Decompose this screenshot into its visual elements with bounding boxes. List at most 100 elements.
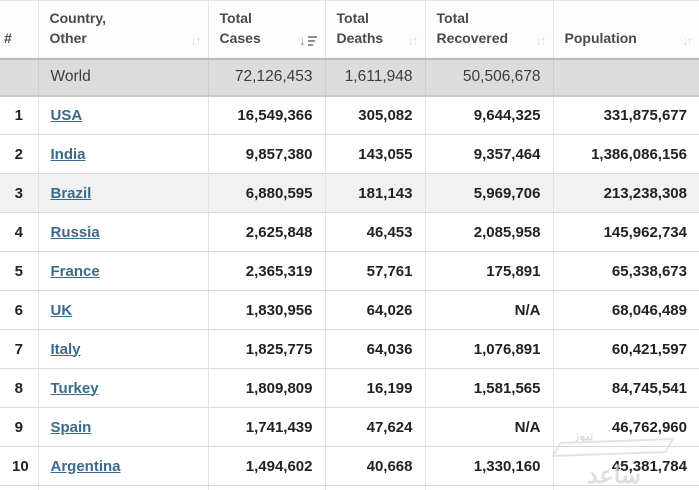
column-header-label: Total Deaths	[336, 9, 384, 47]
column-header-label: Total Recovered	[436, 9, 509, 47]
sort-icon-recovered[interactable]: ↓↑	[535, 32, 547, 48]
table-row-uk: 6 UK 1,830,956 64,026 N/A 68,046,489	[0, 290, 699, 330]
recovered-cell: N/A	[424, 407, 553, 447]
country-link-france[interactable]: France	[50, 262, 100, 280]
population-cell: 145,962,734	[552, 212, 699, 252]
sort-icon-population[interactable]: ↓↑	[682, 32, 693, 48]
column-header-country[interactable]: Country, Other ↓↑	[37, 0, 208, 60]
population-cell: 84,745,541	[552, 368, 699, 408]
country-cell: India	[37, 134, 208, 174]
rank-cell: 10	[0, 446, 38, 486]
rank-cell: 8	[0, 368, 38, 408]
recovered-cell: 1,076,891	[424, 329, 553, 369]
header-row: # Country, Other ↓↑ Total Cases ↓ Total Deaths ↓↑…	[0, 0, 699, 60]
country-link-spain[interactable]: Spain	[50, 418, 92, 436]
rank-cell: 1	[0, 95, 38, 135]
deaths-cell: 64,026	[324, 290, 425, 330]
country-link-turkey[interactable]: Turkey	[50, 379, 99, 397]
country-cell: Turkey	[37, 368, 208, 408]
recovered-cell: 2,085,958	[424, 212, 553, 252]
recovered-cell: N/A	[424, 290, 553, 330]
population-cell: 68,046,489	[552, 290, 699, 330]
partial-cell	[0, 485, 38, 490]
population-cell: 213,238,308	[552, 173, 699, 213]
column-header-label: #	[4, 30, 12, 47]
column-header-cases[interactable]: Total Cases ↓	[207, 0, 325, 60]
table-row-france: 5 France 2,365,319 57,761 175,891 65,338,673	[0, 251, 699, 291]
country-link-uk[interactable]: UK	[50, 301, 73, 319]
world-rank-cell	[0, 58, 38, 97]
country-cell: Russia	[37, 212, 208, 252]
table-row-italy: 7 Italy 1,825,775 64,036 1,076,891 60,421,597	[0, 329, 699, 369]
recovered-cell: 9,357,464	[424, 134, 553, 174]
country-link-italy[interactable]: Italy	[50, 340, 81, 358]
world-deaths-cell: 1,611,948	[324, 58, 425, 97]
world-cases-cell: 72,126,453	[207, 58, 325, 97]
country-cell: USA	[37, 95, 208, 135]
population-cell: 331,875,677	[552, 95, 699, 135]
deaths-cell: 57,761	[324, 251, 425, 291]
cases-cell: 2,365,319	[207, 251, 325, 291]
country-link-india[interactable]: India	[50, 145, 86, 163]
partial-cell	[552, 485, 699, 490]
country-cell: Spain	[37, 407, 208, 447]
world-population-cell	[552, 58, 699, 97]
column-header-recovered[interactable]: Total Recovered ↓↑	[424, 0, 553, 60]
recovered-cell: 1,330,160	[424, 446, 553, 486]
cases-cell: 1,741,439	[207, 407, 325, 447]
country-cell: Italy	[37, 329, 208, 369]
deaths-cell: 47,624	[324, 407, 425, 447]
country-cell: UK	[37, 290, 208, 330]
partial-cell	[207, 485, 325, 490]
population-cell: 65,338,673	[552, 251, 699, 291]
cases-cell: 16,549,366	[207, 95, 325, 135]
rank-cell: 2	[0, 134, 38, 174]
world-recovered-cell: 50,506,678	[424, 58, 553, 97]
world-totals-row: World 72,126,453 1,611,948 50,506,678	[0, 58, 699, 97]
table-row-usa: 1 USA 16,549,366 305,082 9,644,325 331,875,67…	[0, 95, 699, 135]
deaths-cell: 16,199	[324, 368, 425, 408]
column-header-label: Population	[564, 30, 637, 47]
column-header-label: Total Cases	[219, 9, 261, 47]
deaths-cell: 305,082	[324, 95, 425, 135]
country-link-brazil[interactable]: Brazil	[50, 184, 92, 202]
recovered-cell: 9,644,325	[424, 95, 553, 135]
world-label: World	[37, 58, 208, 97]
sort-icon-deaths[interactable]: ↓↑	[407, 32, 419, 48]
country-link-argentina[interactable]: Argentina	[50, 457, 121, 475]
country-link-usa[interactable]: USA	[50, 106, 83, 124]
column-header-rank: #	[0, 0, 38, 60]
country-cell: Brazil	[37, 173, 208, 213]
partial-next-row	[0, 485, 699, 490]
column-header-population[interactable]: Population ↓↑	[552, 0, 699, 60]
population-cell: 60,421,597	[552, 329, 699, 369]
deaths-cell: 181,143	[324, 173, 425, 213]
table-row-argentina: 10 Argentina 1,494,602 40,668 1,330,160 45,38…	[0, 446, 699, 486]
table-row-russia: 4 Russia 2,625,848 46,453 2,085,958 145,962,7…	[0, 212, 699, 252]
country-link-russia[interactable]: Russia	[50, 223, 100, 241]
sort-icon-country[interactable]: ↓↑	[190, 32, 202, 48]
cases-cell: 1,494,602	[207, 446, 325, 486]
country-cell: France	[37, 251, 208, 291]
recovered-cell: 5,969,706	[424, 173, 553, 213]
rank-cell: 9	[0, 407, 38, 447]
cases-cell: 1,825,775	[207, 329, 325, 369]
sort-icon-cases[interactable]: ↓	[299, 34, 317, 49]
deaths-cell: 40,668	[324, 446, 425, 486]
cases-cell: 6,880,595	[207, 173, 325, 213]
cases-cell: 1,809,809	[207, 368, 325, 408]
population-cell: 1,386,086,156	[552, 134, 699, 174]
deaths-cell: 46,453	[324, 212, 425, 252]
cases-cell: 2,625,848	[207, 212, 325, 252]
column-header-deaths[interactable]: Total Deaths ↓↑	[324, 0, 425, 60]
rank-cell: 6	[0, 290, 38, 330]
column-header-label: Country, Other	[49, 9, 107, 47]
rank-cell: 7	[0, 329, 38, 369]
table-row-spain: 9 Spain 1,741,439 47,624 N/A 46,762,960	[0, 407, 699, 447]
cases-cell: 1,830,956	[207, 290, 325, 330]
rank-cell: 4	[0, 212, 38, 252]
rank-cell: 5	[0, 251, 38, 291]
recovered-cell: 175,891	[424, 251, 553, 291]
